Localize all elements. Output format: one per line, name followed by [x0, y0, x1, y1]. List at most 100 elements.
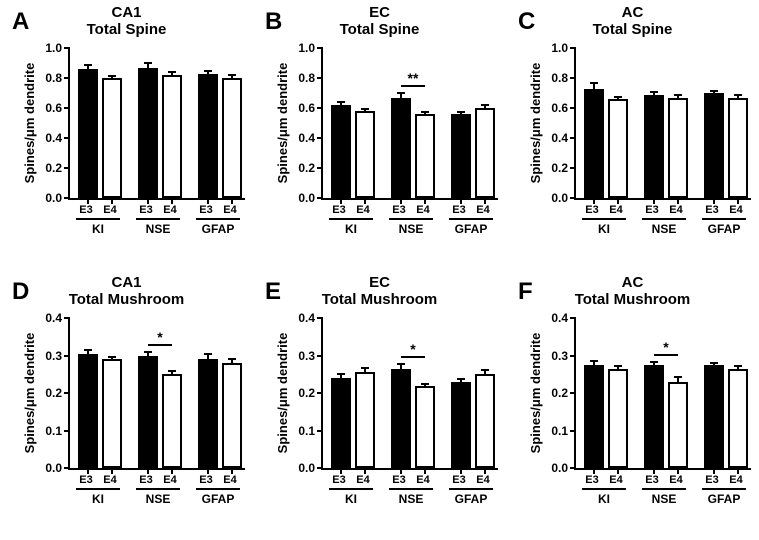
- plot-area: *: [321, 318, 498, 470]
- ytick-mark: [570, 107, 576, 109]
- ytick-mark: [317, 47, 323, 49]
- ytick-mark: [570, 77, 576, 79]
- ytick-label: 0.1: [528, 424, 568, 438]
- xtick-label: E4: [669, 204, 682, 216]
- group-label: KI: [92, 222, 104, 236]
- group-underline: [642, 218, 686, 220]
- panel-C: CACTotal SpineSpines/μm dendrite0.00.20.…: [506, 0, 759, 270]
- ytick-mark: [570, 197, 576, 199]
- xtick-label: E3: [705, 474, 718, 486]
- panel-title-line2: Total Mushroom: [253, 291, 506, 308]
- bar-NSE-E3: [391, 369, 411, 468]
- xtick-label: E4: [416, 204, 429, 216]
- ytick-mark: [317, 137, 323, 139]
- ytick-mark: [64, 317, 70, 319]
- ytick-mark: [317, 355, 323, 357]
- group-label: GFAP: [455, 222, 488, 236]
- bar-GFAP-E4: [475, 108, 495, 198]
- bar-NSE-E3: [644, 95, 664, 199]
- ytick-label: 0.3: [275, 349, 315, 363]
- ytick-label: 0.2: [22, 161, 62, 175]
- panel-title-line2: Total Spine: [506, 21, 759, 38]
- error-cap: [204, 353, 212, 355]
- bar-NSE-E4: [415, 114, 435, 198]
- bar-GFAP-E4: [728, 98, 748, 199]
- bar-KI-E4: [102, 78, 122, 198]
- ytick-label: 0.2: [528, 161, 568, 175]
- ytick-label: 1.0: [275, 41, 315, 55]
- ytick-label: 0.4: [528, 131, 568, 145]
- ytick-mark: [317, 467, 323, 469]
- plot-area: *: [68, 318, 245, 470]
- bar-NSE-E3: [644, 365, 664, 468]
- group-underline: [329, 488, 373, 490]
- bar-GFAP-E3: [198, 359, 218, 468]
- bar-KI-E4: [355, 111, 375, 198]
- panel-D: DCA1Total MushroomSpines/μm dendrite*0.0…: [0, 270, 253, 540]
- panel-title: CA1Total Mushroom: [0, 274, 253, 309]
- ytick-mark: [317, 197, 323, 199]
- panel-title-line1: CA1: [0, 274, 253, 291]
- error-cap: [614, 365, 622, 367]
- xtick-label: E4: [669, 474, 682, 486]
- bar-KI-E3: [331, 378, 351, 468]
- bar-KI-E3: [331, 105, 351, 198]
- bar-NSE-E4: [162, 75, 182, 198]
- xtick-label: E4: [163, 204, 176, 216]
- error-cap: [710, 90, 718, 92]
- ytick-label: 0.4: [275, 311, 315, 325]
- error-cap: [614, 96, 622, 98]
- ytick-label: 0.8: [528, 71, 568, 85]
- bar-GFAP-E4: [222, 78, 242, 198]
- error-cap: [84, 349, 92, 351]
- group-label: KI: [598, 492, 610, 506]
- plot-area: *: [574, 318, 751, 470]
- ytick-mark: [317, 107, 323, 109]
- group-underline: [136, 488, 180, 490]
- xtick-label: E3: [79, 474, 92, 486]
- panel-title-line1: AC: [506, 274, 759, 291]
- group-underline: [702, 218, 746, 220]
- ytick-label: 0.4: [275, 131, 315, 145]
- bar-KI-E3: [584, 89, 604, 199]
- error-cap: [108, 75, 116, 77]
- error-cap: [590, 82, 598, 84]
- group-underline: [449, 218, 493, 220]
- ytick-mark: [570, 137, 576, 139]
- ytick-label: 1.0: [22, 41, 62, 55]
- ytick-label: 0.0: [22, 461, 62, 475]
- xtick-label: E3: [585, 204, 598, 216]
- xtick-label: E4: [356, 474, 369, 486]
- ytick-label: 0.2: [22, 386, 62, 400]
- xtick-label: E3: [452, 204, 465, 216]
- bar-NSE-E4: [415, 386, 435, 469]
- group-label: NSE: [652, 222, 677, 236]
- ytick-label: 0.6: [275, 101, 315, 115]
- group-label: KI: [345, 492, 357, 506]
- panel-F: FACTotal MushroomSpines/μm dendrite*0.00…: [506, 270, 759, 540]
- xtick-label: E3: [585, 474, 598, 486]
- group-label: KI: [92, 492, 104, 506]
- ytick-mark: [570, 430, 576, 432]
- ytick-label: 0.2: [275, 161, 315, 175]
- group-underline: [136, 218, 180, 220]
- bar-GFAP-E3: [198, 74, 218, 199]
- error-cap: [481, 369, 489, 371]
- xtick-label: E3: [79, 204, 92, 216]
- group-label: GFAP: [455, 492, 488, 506]
- xtick-label: E3: [705, 204, 718, 216]
- ytick-mark: [64, 47, 70, 49]
- xtick-label: E4: [103, 474, 116, 486]
- error-cap: [674, 376, 682, 378]
- ytick-mark: [64, 355, 70, 357]
- ytick-mark: [570, 317, 576, 319]
- panel-title-line1: AC: [506, 4, 759, 21]
- error-cap: [650, 361, 658, 363]
- group-underline: [582, 488, 626, 490]
- error-cap: [361, 367, 369, 369]
- bar-KI-E3: [78, 354, 98, 468]
- xtick-label: E3: [139, 204, 152, 216]
- xtick-label: E4: [729, 474, 742, 486]
- error-cap: [168, 370, 176, 372]
- ytick-mark: [570, 467, 576, 469]
